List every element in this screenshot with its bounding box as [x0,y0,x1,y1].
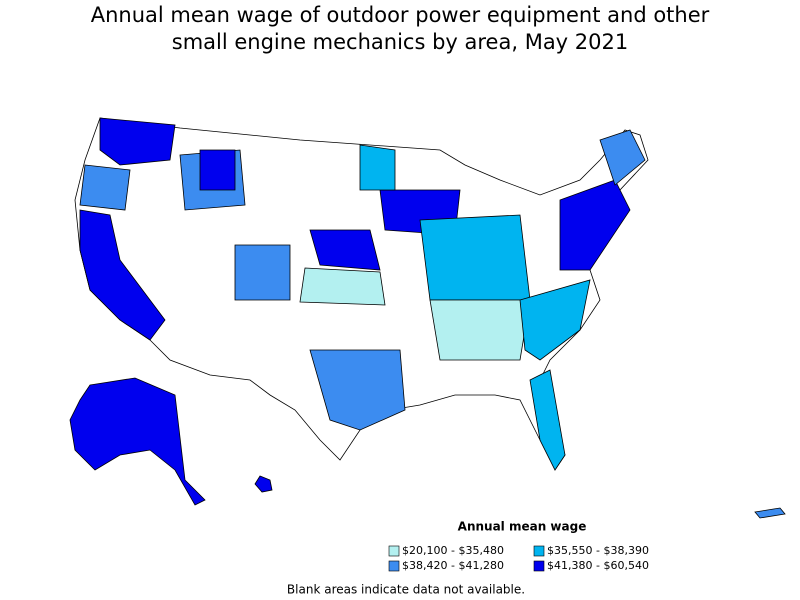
area [79,209,166,341]
area [309,229,381,271]
area [79,164,131,211]
area [519,279,591,361]
legend-label: $35,550 - $38,390 [547,544,649,557]
area [254,475,273,493]
area [599,129,646,186]
legend-swatch [388,560,400,572]
area [429,299,531,361]
legend-title: Annual mean wage [458,520,587,534]
legend-swatch [533,560,545,572]
area [754,507,786,519]
legend-swatch [388,545,400,557]
area [419,214,531,301]
legend-label: $38,420 - $41,280 [402,559,504,572]
area [234,244,291,301]
area [69,377,206,506]
footnote: Blank areas indicate data not available. [287,583,525,597]
area [309,349,406,431]
legend-swatch [533,545,545,557]
legend-label: $20,100 - $35,480 [402,544,504,557]
area [529,369,566,471]
area [199,149,236,191]
area [559,179,631,271]
area [359,144,396,191]
area [99,117,176,166]
map-title: Annual mean wage of outdoor power equipm… [90,3,710,54]
legend-label: $41,380 - $60,540 [547,559,649,572]
map-areas [69,117,786,519]
area [299,267,386,306]
legend: Annual mean wage $20,100 - $35,480 $35,55… [388,520,649,572]
